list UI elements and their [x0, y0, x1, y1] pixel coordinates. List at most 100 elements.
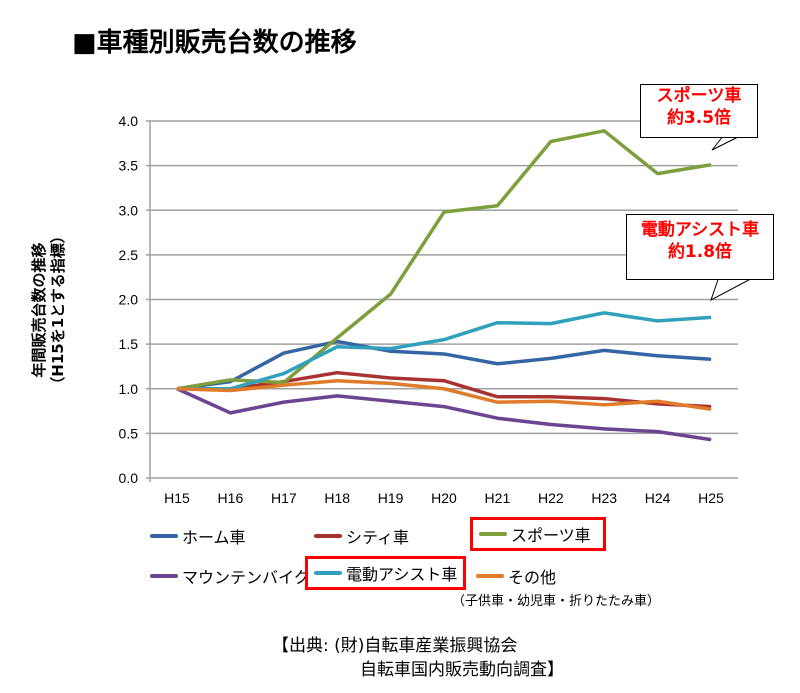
data-point	[603, 404, 605, 406]
data-point	[496, 205, 498, 207]
data-point	[283, 382, 285, 384]
y-tick-label: 0.5	[119, 425, 139, 441]
callout-sports: スポーツ車 約3.5倍	[640, 84, 758, 138]
legend-label: スポーツ車	[511, 526, 591, 545]
legend-item-eassist: 電動アシスト車	[305, 556, 467, 590]
data-point	[283, 401, 285, 403]
data-point	[603, 130, 605, 132]
data-point	[657, 400, 659, 402]
data-point	[283, 352, 285, 354]
legend-swatch	[150, 534, 178, 538]
x-tick-label: H23	[591, 490, 617, 506]
data-point	[443, 353, 445, 355]
data-point	[443, 380, 445, 382]
data-point	[550, 323, 552, 325]
callout-sports-line1: スポーツ車	[656, 86, 742, 106]
x-tick-label: H25	[698, 490, 724, 506]
legend-swatch	[479, 532, 507, 536]
data-point	[496, 401, 498, 403]
data-point	[390, 350, 392, 352]
data-point	[390, 348, 392, 350]
legend-swatch	[314, 534, 342, 538]
data-point	[603, 398, 605, 400]
data-point	[336, 380, 338, 382]
legend-item-mtb: マウンテンバイク	[150, 564, 310, 588]
callout-eassist-line2: 約1.8倍	[667, 242, 733, 262]
x-tick-label: H16	[218, 490, 244, 506]
source-line1: 【出典: (財)自転車産業振興協会	[272, 636, 518, 656]
legend-label: シティ車	[346, 528, 410, 547]
data-point	[283, 384, 285, 386]
data-point	[496, 417, 498, 419]
data-point	[336, 337, 338, 339]
y-tick-label: 1.0	[119, 381, 139, 397]
data-point	[443, 339, 445, 341]
legend-label: ホーム車	[182, 528, 246, 547]
legend-label: 電動アシスト車	[346, 565, 458, 584]
data-point	[710, 439, 712, 441]
data-point	[550, 400, 552, 402]
data-point	[283, 373, 285, 375]
legend-label: マウンテンバイク	[182, 568, 310, 587]
data-point	[657, 431, 659, 433]
legend-swatch	[314, 571, 342, 575]
data-point	[710, 164, 712, 166]
data-point	[496, 396, 498, 398]
data-point	[443, 211, 445, 213]
data-point	[710, 316, 712, 318]
legend-item-other: その他	[476, 564, 556, 588]
data-point	[390, 400, 392, 402]
data-point	[657, 320, 659, 322]
data-point	[336, 340, 338, 342]
series-line-3	[176, 387, 712, 442]
x-tick-label: H18	[324, 490, 350, 506]
data-point	[229, 390, 231, 392]
data-point	[550, 141, 552, 143]
data-point	[657, 403, 659, 405]
legend-item-home: ホーム車	[150, 524, 246, 548]
x-tick-label: H17	[271, 490, 297, 506]
data-point	[336, 346, 338, 348]
data-point	[603, 312, 605, 314]
data-point	[550, 423, 552, 425]
data-point	[443, 406, 445, 408]
data-point	[390, 382, 392, 384]
legend-swatch	[476, 574, 504, 578]
x-tick-label: H19	[378, 490, 404, 506]
series-line-4	[177, 311, 712, 391]
legend-item-city: シティ車	[314, 524, 409, 548]
y-tick-label: 3.5	[119, 158, 139, 174]
data-point	[603, 428, 605, 430]
data-point	[176, 388, 178, 390]
page-title: ■車種別販売台数の推移	[72, 28, 357, 58]
legend-label: その他	[508, 568, 557, 587]
y-tick-label: 2.0	[119, 292, 139, 308]
data-point	[710, 406, 712, 408]
data-point	[443, 388, 445, 390]
data-point	[710, 358, 712, 360]
y-tick-label: 4.0	[119, 113, 139, 129]
y-tick-label: 1.5	[119, 336, 139, 352]
y-tick-label: 0.0	[119, 470, 139, 486]
data-point	[336, 372, 338, 374]
data-point	[229, 379, 231, 381]
legend-item-sports: スポーツ車	[470, 517, 606, 551]
data-point	[550, 357, 552, 359]
x-tick-label: H24	[645, 490, 671, 506]
data-point	[390, 293, 392, 295]
y-tick-label: 3.0	[119, 202, 139, 218]
data-point	[710, 408, 712, 410]
data-point	[229, 412, 231, 414]
data-point	[657, 173, 659, 175]
legend-swatch	[150, 574, 178, 578]
source-line2: 自転車国内販売動向調査】	[360, 660, 564, 680]
data-point	[496, 363, 498, 365]
callout-eassist: 電動アシスト車 約1.8倍	[626, 214, 774, 280]
data-point	[603, 349, 605, 351]
data-point	[390, 377, 392, 379]
data-point	[496, 322, 498, 324]
x-tick-label: H15	[164, 490, 190, 506]
x-tick-label: H20	[431, 490, 457, 506]
